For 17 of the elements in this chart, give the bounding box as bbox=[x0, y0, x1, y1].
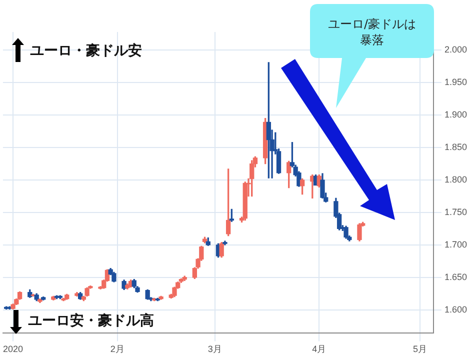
y-tick-label: 1.950 bbox=[444, 77, 468, 88]
y-tick-label: 1.850 bbox=[444, 142, 468, 152]
x-tick-label: 4月 bbox=[312, 344, 326, 354]
y-tick-label: 1.650 bbox=[444, 272, 468, 282]
x-tick-label: 5月 bbox=[413, 344, 428, 354]
y-tick-label: 1.750 bbox=[444, 206, 468, 217]
y-tick-label: 1.700 bbox=[444, 239, 468, 250]
y-tick-label: 1.800 bbox=[444, 174, 468, 184]
x-tick-label: 2月 bbox=[110, 344, 124, 354]
x-tick-label: 3月 bbox=[208, 344, 222, 354]
annotation: ユーロ/豪ドルは暴落 bbox=[326, 16, 418, 48]
y-tick-label: 2.000 bbox=[444, 44, 468, 55]
x-tick-label: 2020 bbox=[3, 344, 24, 354]
annotation: ユーロ・豪ドル安 bbox=[30, 42, 142, 60]
y-tick-label: 1.900 bbox=[444, 110, 468, 120]
y-tick-label: 1.600 bbox=[444, 304, 468, 314]
annotation: ユーロ安・豪ドル高 bbox=[28, 312, 154, 330]
